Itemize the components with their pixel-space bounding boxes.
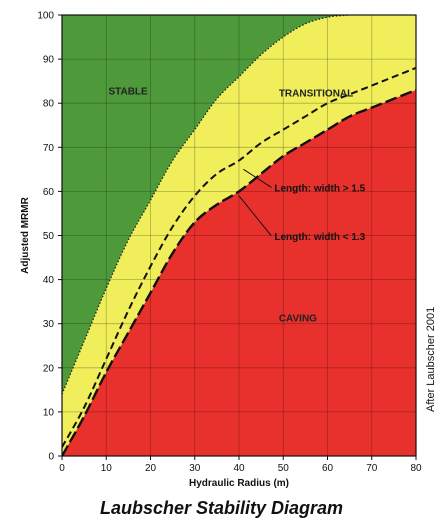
y-tick-label: 70 (43, 143, 55, 154)
x-tick-label: 80 (410, 463, 422, 474)
y-tick-label: 0 (48, 452, 54, 463)
y-tick-label: 30 (43, 319, 55, 330)
length-width-gt-1-5-line (62, 66, 416, 448)
x-tick-label: 10 (101, 463, 113, 474)
x-tick-label: 40 (233, 463, 245, 474)
grid-lines (62, 15, 416, 456)
chart-caption: Laubscher Stability Diagram (99, 498, 344, 518)
y-tick-label: 80 (43, 99, 55, 110)
y-tick-label: 20 (43, 363, 55, 374)
x-tick-label: 30 (189, 463, 201, 474)
caving-zone (62, 89, 416, 456)
annotation-length-width-lt-1-3: Length: width < 1.3 (274, 232, 365, 243)
x-tick-label: 50 (278, 463, 290, 474)
y-tick-label: 60 (43, 187, 55, 198)
y-tick-label: 10 (43, 407, 55, 418)
y-tick-label: 50 (43, 231, 55, 242)
y-axis-label: Adjusted MRMR (20, 196, 31, 273)
x-tick-label: 70 (366, 463, 378, 474)
x-tick-label: 0 (59, 463, 65, 474)
x-axis-ticks: 0 10 20 30 40 50 60 70 80 (59, 456, 422, 474)
x-tick-label: 60 (322, 463, 334, 474)
y-tick-label: 100 (37, 11, 54, 22)
source-credit: After Laubscher 2001 (425, 306, 437, 412)
y-tick-label: 90 (43, 55, 55, 66)
annotation-length-width-gt-1-5: Length: width > 1.5 (274, 183, 365, 194)
y-tick-label: 40 (43, 275, 55, 286)
caving-zone-label: CAVING (279, 313, 317, 324)
x-axis-label: Hydraulic Radius (m) (189, 478, 289, 489)
stable-boundary-line (62, 15, 350, 395)
x-tick-label: 20 (145, 463, 157, 474)
stable-zone-label: STABLE (108, 86, 148, 97)
transitional-zone-label: TRANSITIONAL (279, 89, 353, 100)
annotation-arrow-gt-1-5 (243, 168, 272, 188)
annotation-arrow-lt-1-3 (238, 195, 272, 237)
caving-boundary-line (62, 88, 416, 456)
y-axis-ticks: 0 10 20 30 40 50 60 70 80 90 100 (37, 11, 62, 463)
stable-zone (62, 15, 350, 395)
